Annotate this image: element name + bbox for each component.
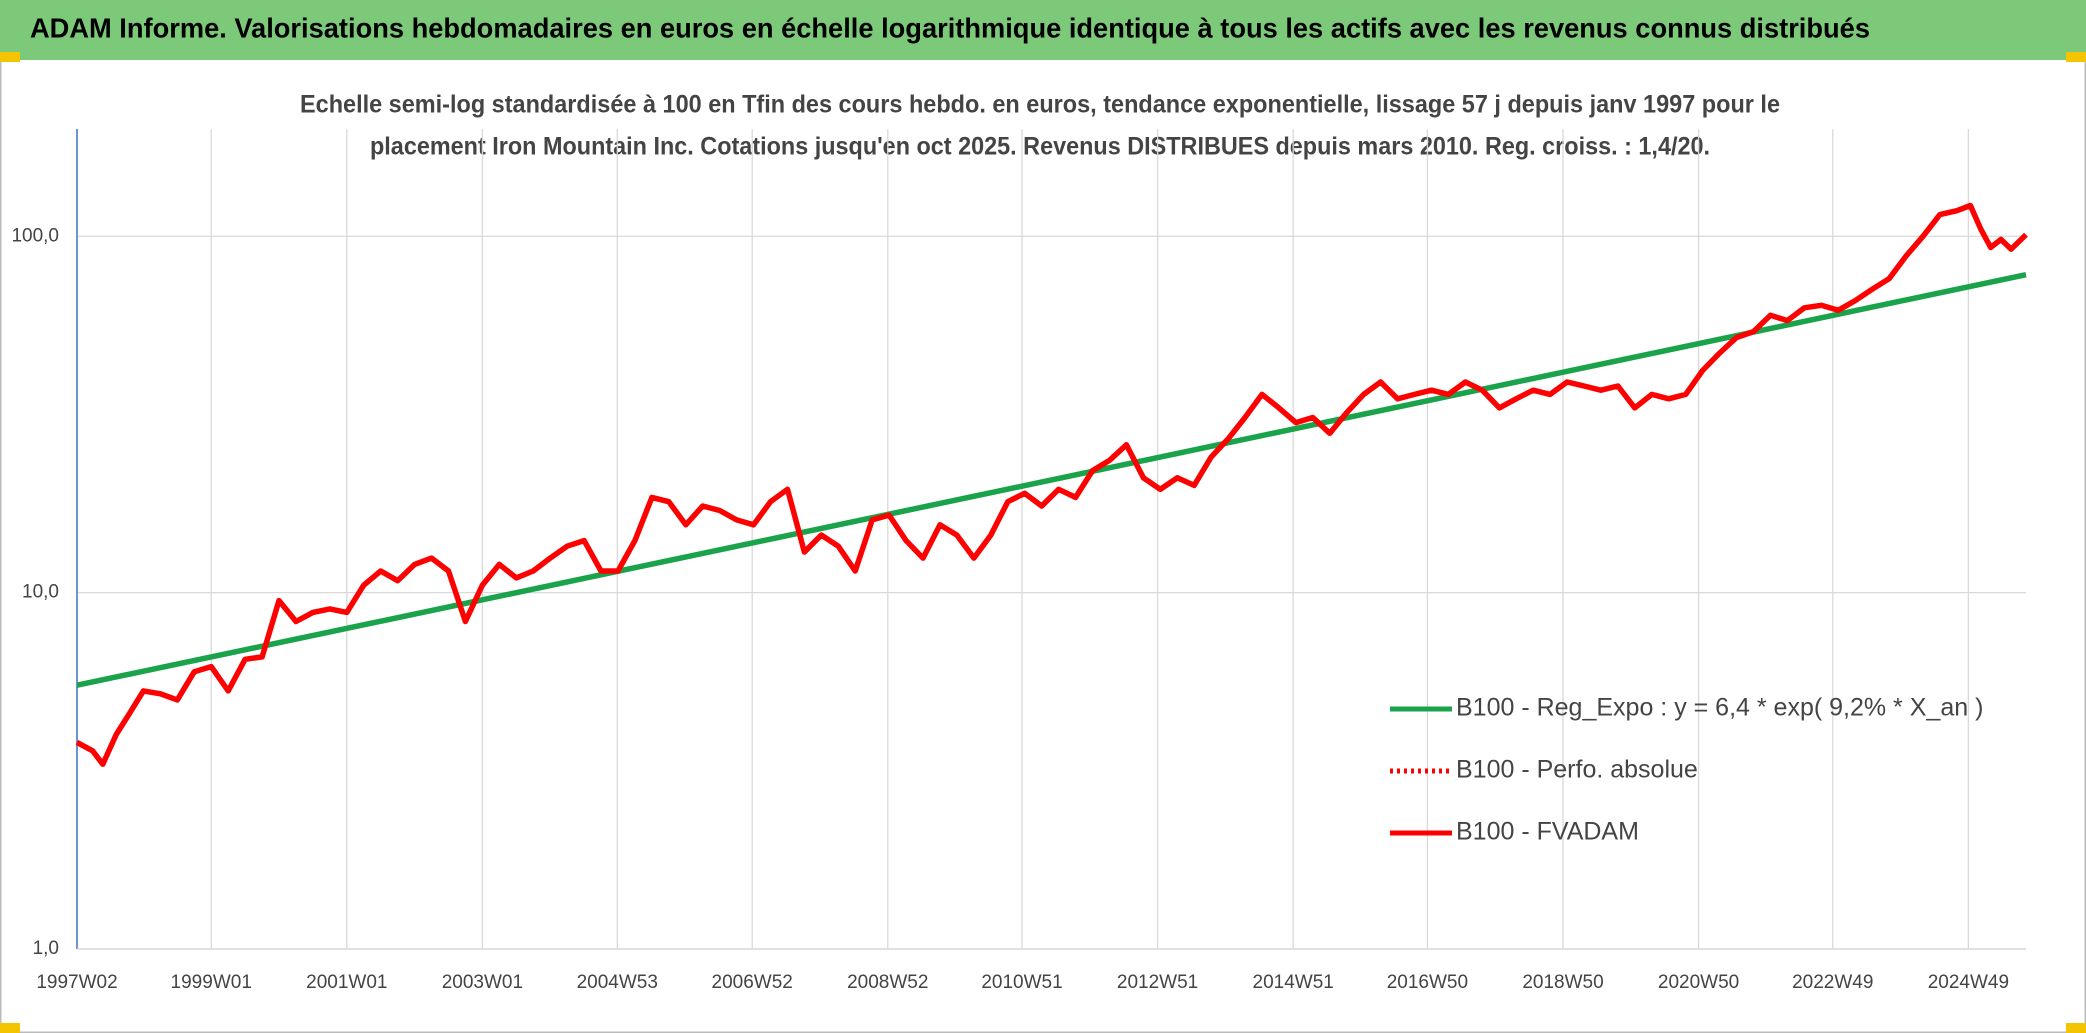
x-tick-label: 2004W53 [577,972,658,993]
y-tick-label: 100,0 [11,225,59,246]
x-tick-label: 2006W52 [712,972,793,993]
x-tick-label: 2001W01 [306,972,387,993]
x-tick-label: 2014W51 [1253,972,1334,993]
series-line [76,272,2027,688]
x-tick-label: 1997W02 [36,972,117,993]
x-tick-label: 2022W49 [1792,972,1873,993]
x-tick-label: 2016W50 [1387,972,1468,993]
x-tick-label: 2020W50 [1658,972,1739,993]
x-tick-label: 2024W49 [1928,972,2009,993]
legend-label: B100 - FVADAM [1456,818,1639,846]
series-line [75,202,2028,767]
x-tick-label: 2018W50 [1522,972,1603,993]
corner [0,1023,20,1033]
chart-title: ADAM Informe. Valorisations hebdomadaire… [30,12,1870,43]
x-tick-label: 2008W52 [847,972,928,993]
title-band [0,0,2086,60]
corner [2066,1023,2086,1033]
legend-label: B100 - Reg_Expo : y = 6,4 * exp( 9,2% * … [1456,694,1983,722]
chart-subtitle: placement Iron Mountain Inc. Cotations j… [370,133,1710,161]
y-tick-label: 10,0 [22,582,59,603]
chart-subtitle: Echelle semi-log standardisée à 100 en T… [300,91,1780,119]
corner [0,52,20,62]
x-tick-label: 1999W01 [171,972,252,993]
x-tick-label: 2010W51 [981,972,1062,993]
legend-label: B100 - Perfo. absolue [1456,756,1698,784]
corner [2066,52,2086,62]
x-tick-label: 2003W01 [442,972,523,993]
x-tick-label: 2012W51 [1117,972,1198,993]
y-tick-label: 1,0 [33,938,59,959]
